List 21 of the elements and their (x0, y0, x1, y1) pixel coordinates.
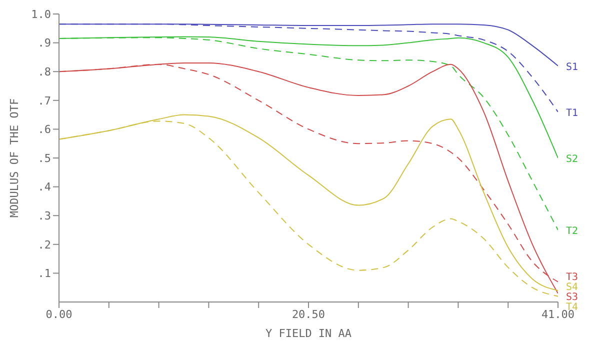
y-tick-label: .6 (38, 123, 51, 136)
x-axis-title: Y FIELD IN AA (265, 327, 352, 340)
x-tick-label: 0.00 (46, 308, 72, 321)
series-label: T1 (566, 108, 578, 119)
y-tick-label: .8 (38, 66, 51, 79)
y-tick-label: .3 (38, 210, 51, 223)
y-tick-label: .2 (38, 238, 51, 252)
y-tick-label: 1.0 (31, 8, 51, 21)
y-tick-label: .7 (38, 94, 51, 108)
series-label: T3 (566, 272, 578, 283)
y-tick-label: .5 (38, 152, 51, 165)
y-tick-label: .9 (38, 36, 51, 50)
series-label: T2 (566, 226, 578, 237)
series-label: S1 (566, 62, 578, 73)
y-tick-label: .1 (38, 267, 51, 280)
series-label: S3 (566, 292, 578, 303)
x-tick-label: 20.50 (292, 308, 326, 321)
series-label: S4 (566, 282, 578, 293)
y-tick-label: .4 (38, 180, 52, 194)
series-label: S2 (566, 154, 578, 165)
y-axis-title: MODULUS OF THE OTF (8, 98, 21, 218)
